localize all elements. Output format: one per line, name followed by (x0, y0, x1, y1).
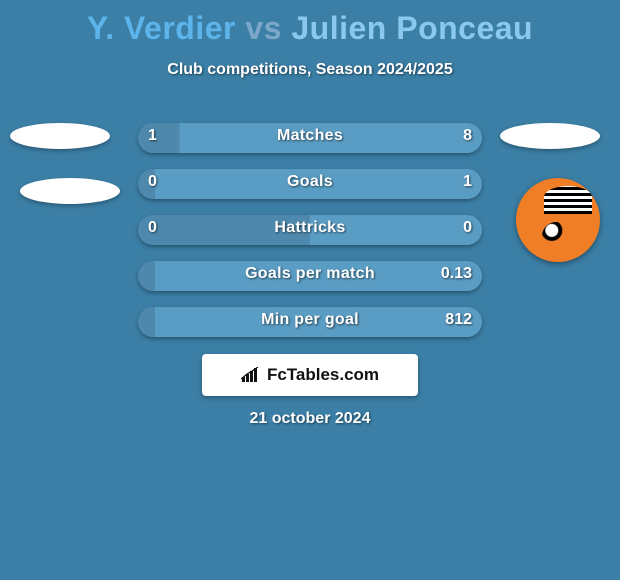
stat-row: Goals per match0.13 (138, 261, 482, 291)
player1-badge-placeholder-1 (10, 123, 110, 149)
stat-value-left: 0 (148, 219, 157, 237)
subtitle-text: Club competitions, Season 2024/2025 (0, 61, 620, 79)
stat-row: Goals0 1 (138, 169, 482, 199)
infographic-container: Y. Verdier vs Julien Ponceau Club compet… (0, 0, 620, 580)
vs-text: vs (245, 10, 282, 46)
player1-badge-placeholder-2 (20, 178, 120, 204)
stat-value-right: 812 (445, 311, 472, 329)
stat-value-right: 0 (463, 219, 472, 237)
date-text: 21 october 2024 (0, 410, 620, 428)
stat-value-right: 1 (463, 173, 472, 191)
stat-value-right: 8 (463, 127, 472, 145)
club-badge-ball-icon (542, 222, 570, 250)
stat-row: Min per goal812 (138, 307, 482, 337)
stat-value-right: 0.13 (441, 265, 472, 283)
bar-chart-icon (241, 367, 261, 383)
club-badge-stripes (544, 186, 592, 214)
player1-name: Y. Verdier (87, 10, 236, 46)
stat-value-left: 1 (148, 127, 157, 145)
stat-row: Hattricks0 0 (138, 215, 482, 245)
page-title: Y. Verdier vs Julien Ponceau (0, 0, 620, 47)
stat-value-left: 0 (148, 173, 157, 191)
player2-name: Julien Ponceau (291, 10, 533, 46)
stat-label: Goals (138, 173, 482, 191)
brand-text: FcTables.com (267, 365, 379, 385)
stat-label: Goals per match (138, 265, 482, 283)
stat-label: Matches (138, 127, 482, 145)
stats-list: Matches18Goals01Hattricks00Goals per mat… (138, 123, 482, 353)
stat-label: Min per goal (138, 311, 482, 329)
player2-badge-placeholder-1 (500, 123, 600, 149)
brand-box: FcTables.com (202, 354, 418, 396)
player2-club-badge (516, 178, 600, 262)
stat-row: Matches1 8 (138, 123, 482, 153)
stat-label: Hattricks (138, 219, 482, 237)
